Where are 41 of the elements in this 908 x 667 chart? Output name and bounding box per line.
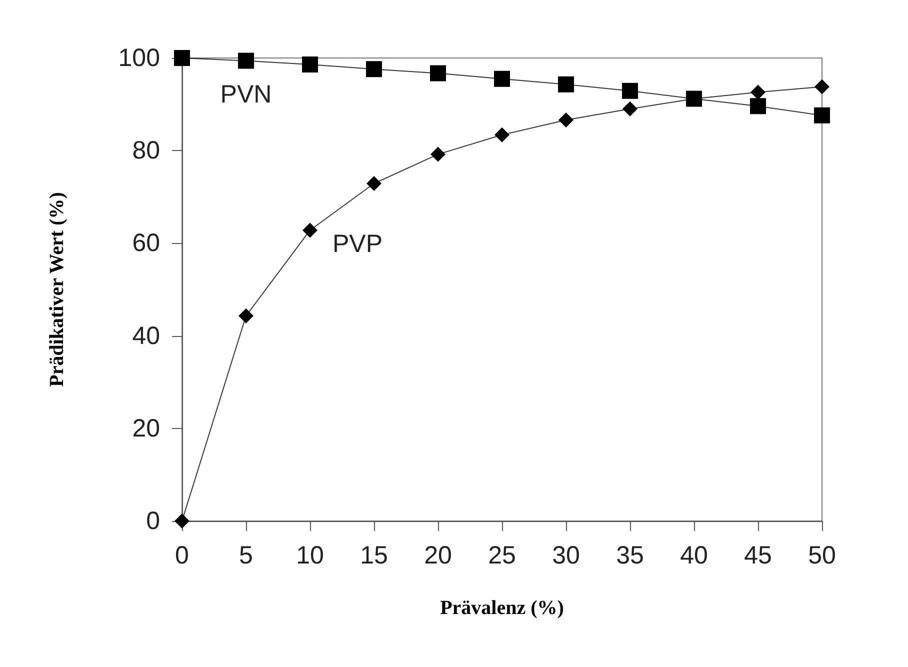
x-tick-label: 0 (175, 542, 189, 570)
point (494, 127, 510, 142)
point (558, 76, 574, 92)
y-tick-label: 20 (132, 414, 160, 442)
point (750, 98, 766, 114)
y-tick-label: 80 (132, 136, 160, 165)
point (494, 70, 510, 87)
point (622, 82, 638, 99)
point (366, 176, 382, 191)
y-axis-title: Prädikativer Wert (%) (46, 192, 68, 387)
point (238, 52, 254, 69)
point (174, 50, 190, 66)
point (302, 56, 318, 72)
x-tick-label: 45 (744, 542, 772, 570)
x-tick-label: 40 (680, 542, 708, 570)
point (750, 84, 766, 100)
y-tick-label: 40 (132, 322, 160, 350)
y-tick-label: 60 (132, 229, 160, 258)
point (366, 61, 382, 78)
x-tick-label: 10 (296, 542, 324, 570)
series-label: PVP (332, 230, 383, 258)
x-tick-label: 35 (616, 542, 644, 570)
x-tick-label: 30 (552, 542, 580, 570)
point (174, 514, 190, 528)
series-label: PVN (220, 80, 272, 108)
point (238, 308, 254, 324)
point (814, 107, 830, 124)
y-tick-label: 0 (146, 507, 160, 535)
x-tick-label: 25 (488, 542, 516, 570)
x-tick-label: 50 (808, 542, 836, 570)
point (430, 146, 446, 162)
point (430, 65, 446, 82)
point (622, 101, 638, 116)
point (558, 112, 574, 128)
x-tick-label: 20 (424, 542, 452, 570)
y-tick-label: 100 (118, 44, 160, 72)
point (814, 79, 830, 94)
x-axis-title: Prävalenz (%) (440, 597, 564, 619)
x-tick-label: 15 (360, 542, 388, 570)
point (302, 222, 318, 238)
x-tick-label: 5 (239, 542, 253, 570)
